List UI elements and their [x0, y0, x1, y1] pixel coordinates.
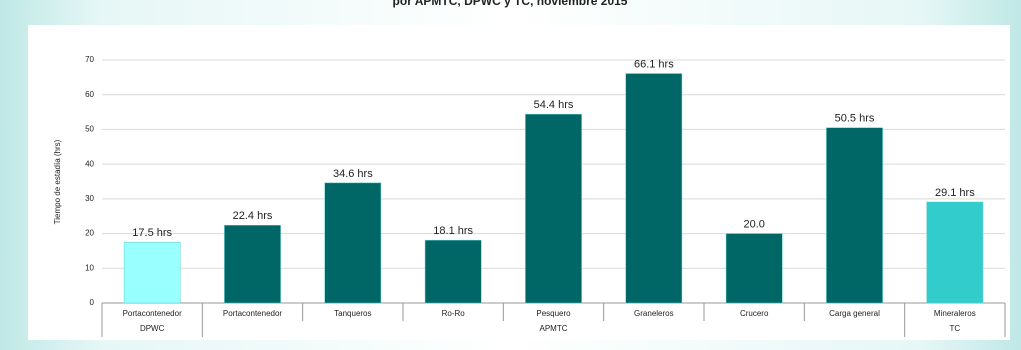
x-tick-label: Portacontenedor	[223, 309, 282, 318]
x-tick-label: Portacontenedor	[123, 309, 182, 318]
x-tick-label: Ro-Ro	[442, 309, 466, 318]
y-tick-label: 30	[85, 194, 94, 203]
bar	[424, 239, 482, 304]
bar	[525, 113, 582, 304]
group-label: APMTC	[540, 324, 568, 333]
bar	[926, 201, 984, 304]
value-label: 66.1 hrs	[634, 58, 674, 70]
bar	[725, 233, 783, 304]
y-tick-label: 70	[85, 55, 94, 64]
value-label: 18.1 hrs	[433, 225, 473, 237]
x-tick-label: Pesquero	[536, 309, 571, 318]
value-label: 50.5 hrs	[835, 113, 875, 125]
y-tick-label: 60	[85, 90, 94, 99]
x-tick-label: Graneleros	[634, 309, 674, 318]
group-label: DPWC	[140, 324, 165, 333]
value-label: 22.4 hrs	[233, 210, 273, 222]
y-tick-label: 40	[85, 159, 94, 168]
chart-title: por APMTC, DPWC y TC, noviembre 2015	[393, 0, 628, 8]
x-tick-label: Carga general	[829, 309, 880, 318]
value-label: 34.6 hrs	[333, 168, 373, 180]
y-tick-label: 0	[90, 298, 95, 307]
value-label: 29.1 hrs	[935, 187, 975, 199]
y-tick-label: 20	[85, 229, 94, 238]
y-axis-label: Tiempo de estadía (hrs)	[53, 139, 62, 224]
bar	[324, 182, 382, 304]
value-label: 54.4 hrs	[534, 99, 574, 111]
value-label: 20.0	[743, 218, 764, 230]
y-tick-label: 10	[85, 263, 94, 272]
x-tick-label: Tanqueros	[334, 309, 371, 318]
bar	[224, 224, 281, 304]
bar	[123, 242, 181, 304]
bar	[625, 73, 683, 304]
x-tick-label: Mineraleros	[934, 309, 976, 318]
value-label: 17.5 hrs	[132, 227, 172, 239]
bar	[826, 127, 883, 304]
x-tick-label: Crucero	[740, 309, 769, 318]
group-label: TC	[949, 324, 960, 333]
y-tick-label: 50	[85, 125, 94, 134]
